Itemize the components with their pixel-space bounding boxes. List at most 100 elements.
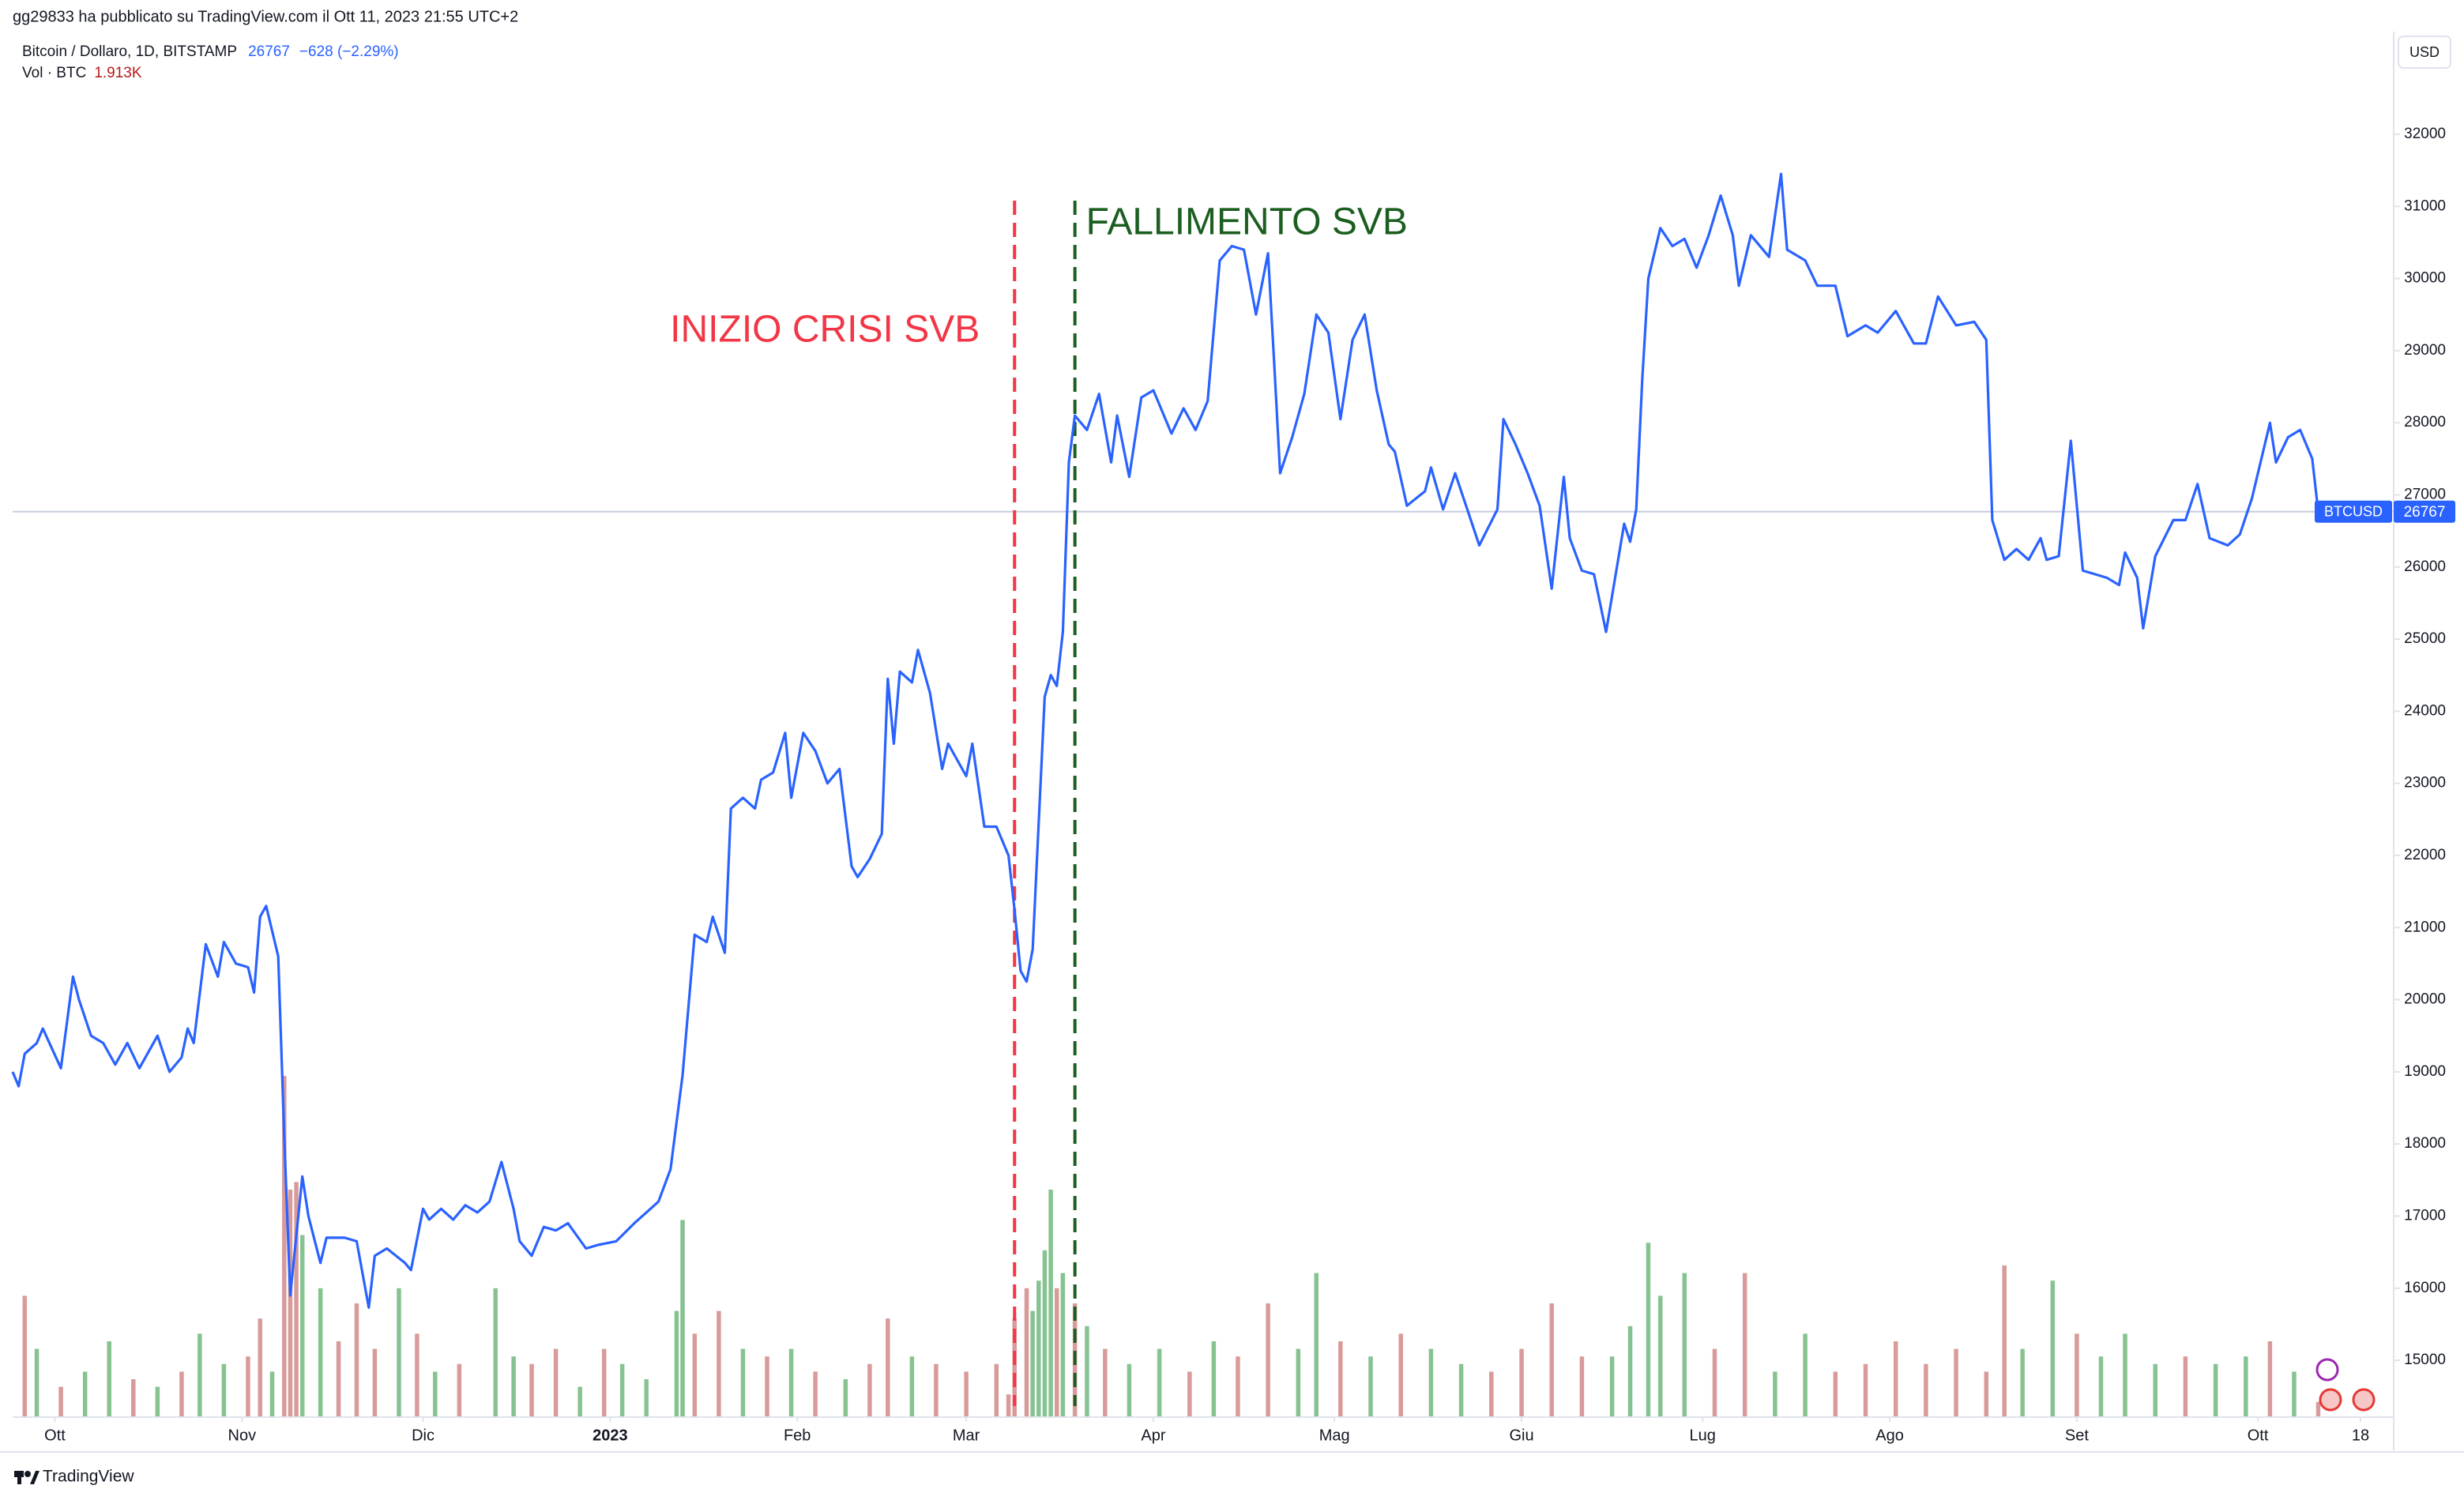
volume-bar [1458, 1363, 1464, 1417]
y-tick-label: 18000 [2404, 1135, 2446, 1152]
volume-bar [1236, 1356, 1240, 1417]
volume-bar [1833, 1371, 1838, 1417]
volume-bar [197, 1333, 202, 1417]
footer-brand: TradingView [43, 1468, 134, 1486]
volume-bar [1085, 1325, 1089, 1417]
volume-bar [553, 1348, 559, 1417]
volume-bar [1519, 1348, 1524, 1417]
price-badge [2394, 500, 2455, 523]
volume-bar [282, 1076, 287, 1417]
volume-bar [131, 1379, 136, 1417]
volume-bar [1954, 1348, 1958, 1417]
y-tick-label: 21000 [2404, 919, 2446, 935]
volume-bar [1609, 1356, 1615, 1417]
volume-bar [82, 1371, 88, 1417]
annotation-text: FALLIMENTO SVB [1086, 201, 1408, 243]
volume-bar [529, 1363, 534, 1417]
currency[interactable]: USD [2409, 44, 2440, 60]
volume-bar [1682, 1273, 1687, 1417]
y-tick-label: 26000 [2404, 558, 2446, 575]
volume-bar [2098, 1356, 2104, 1417]
y-tick-label: 29000 [2404, 342, 2446, 359]
volume-bar [1048, 1190, 1053, 1417]
event-icon[interactable] [2319, 1388, 2342, 1412]
volume-label: Vol · BTC [22, 65, 86, 81]
x-tick-label: 2023 [592, 1427, 628, 1444]
volume-bar [2244, 1356, 2248, 1417]
volume-bar [1211, 1341, 1217, 1417]
volume-bar [909, 1356, 915, 1417]
currency-button[interactable] [2398, 36, 2451, 69]
y-tick-label: 32000 [2404, 126, 2446, 142]
volume-bar [1296, 1348, 1301, 1417]
volume-bar [765, 1356, 769, 1417]
volume-bar [1984, 1371, 1989, 1417]
volume-bar [1060, 1273, 1066, 1417]
volume-bar [740, 1348, 746, 1417]
volume-bar [619, 1363, 625, 1417]
volume-bar [1428, 1348, 1434, 1417]
volume-bar [934, 1363, 939, 1417]
volume-bar [2123, 1333, 2127, 1417]
volume-bar [2292, 1371, 2297, 1417]
volume-bar [964, 1371, 969, 1417]
volume-bar [843, 1379, 848, 1417]
volume-bar [415, 1333, 419, 1417]
volume-bar [1627, 1325, 1633, 1417]
volume-bar [433, 1371, 438, 1417]
price-badge-label: 26767 [2404, 504, 2446, 521]
volume-bar [299, 1235, 305, 1417]
volume-bar [1266, 1303, 1270, 1417]
volume-bar [1712, 1348, 1717, 1417]
volume-bar [788, 1348, 794, 1417]
x-tick-label: Ott [2248, 1427, 2269, 1444]
y-tick-label: 31000 [2404, 197, 2446, 214]
volume-bar [294, 1182, 299, 1417]
volume-bar [2075, 1333, 2079, 1417]
x-tick-label: Nov [228, 1427, 257, 1444]
volume-bar [22, 1295, 28, 1417]
volume-bar [867, 1363, 872, 1417]
volume-bar [1157, 1348, 1162, 1417]
volume-bar [2153, 1363, 2157, 1417]
volume-bar [397, 1288, 401, 1417]
y-tick-label: 23000 [2404, 775, 2446, 792]
y-tick-label: 20000 [2404, 991, 2446, 1008]
volume-bar [179, 1371, 184, 1417]
volume-bar [336, 1341, 341, 1417]
volume-bar [994, 1363, 999, 1417]
volume-bar [886, 1318, 890, 1417]
y-tick-label: 15000 [2404, 1352, 2446, 1368]
volume-bar [2315, 1401, 2321, 1417]
event-icons [2315, 1358, 2376, 1412]
y-tick-label: 19000 [2404, 1063, 2446, 1080]
y-tick-label: 22000 [2404, 847, 2446, 863]
volume-bar [1338, 1341, 1343, 1417]
volume-bar [1103, 1348, 1108, 1417]
volume-bar [288, 1190, 293, 1417]
x-tick-label: Dic [412, 1427, 434, 1444]
logo-mark [17, 1471, 21, 1484]
volume-bar [813, 1371, 818, 1417]
event-icon[interactable] [2315, 1358, 2339, 1382]
event-icon[interactable] [2352, 1388, 2376, 1412]
volume-bar [1398, 1333, 1403, 1417]
volume-bar [34, 1348, 39, 1417]
volume-bar [717, 1310, 721, 1417]
volume-bar [107, 1341, 111, 1417]
annotation-text: INIZIO CRISI SVB [670, 309, 980, 351]
volume-bar [674, 1310, 679, 1417]
volume-bar [1657, 1295, 1663, 1417]
volume-bar [1127, 1363, 1132, 1417]
y-tick-label: 25000 [2404, 630, 2446, 647]
publisher-line: gg29833 ha pubblicato su TradingView.com… [13, 8, 518, 25]
volume-bar [1579, 1356, 1585, 1417]
y-tick-label: 16000 [2404, 1280, 2446, 1296]
logo-mark [30, 1471, 39, 1484]
volume-bar [1030, 1310, 1035, 1417]
volume-bar [372, 1348, 378, 1417]
x-tick-label: Set [2065, 1427, 2089, 1444]
volume-bar [457, 1363, 462, 1417]
x-tick-label: Apr [1141, 1427, 1165, 1444]
